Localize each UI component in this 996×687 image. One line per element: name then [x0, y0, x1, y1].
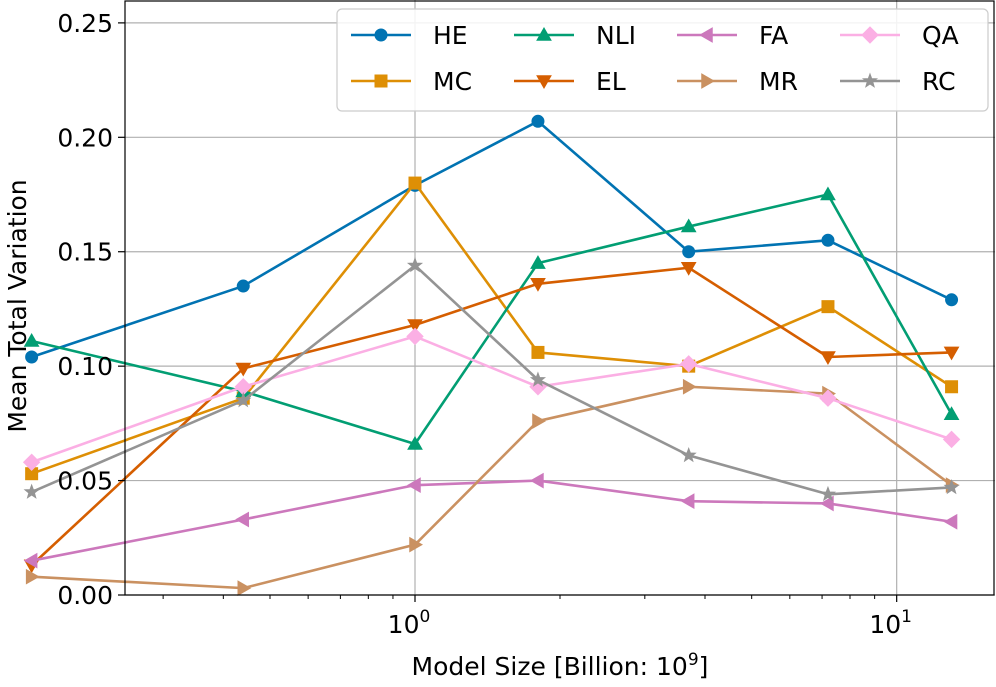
legend-marker-el: [536, 75, 552, 90]
legend-item-he: HE: [351, 21, 468, 50]
data-point-he: [236, 279, 250, 293]
y-tick-label: 0.00: [57, 581, 113, 610]
data-point-nli: [943, 406, 960, 420]
legend-marker-nli: [536, 26, 552, 41]
x-axis-label: Model Size [Billion: 109]: [412, 650, 709, 681]
data-point-el: [235, 362, 252, 377]
legend-item-el: EL: [514, 67, 626, 96]
data-point-mc: [821, 300, 835, 314]
series-layer: [22, 114, 961, 596]
legend-item-nli: NLI: [514, 21, 636, 50]
legend-marker-mc: [374, 74, 388, 88]
data-point-mr: [409, 536, 424, 553]
x-axis-label-exponent: 9: [688, 650, 699, 670]
data-point-qa: [942, 430, 961, 449]
legend-marker-qa: [861, 26, 879, 44]
data-point-nli: [23, 332, 40, 347]
data-point-he: [531, 114, 545, 128]
data-point-nli: [407, 435, 423, 450]
data-point-he: [945, 293, 959, 307]
data-point-rc: [680, 446, 697, 463]
data-point-fa: [406, 477, 421, 494]
x-axis-label-suffix: ]: [699, 652, 709, 681]
legend-marker-mr: [701, 73, 716, 89]
data-point-he: [821, 233, 835, 247]
series-rc: [23, 257, 960, 502]
legend-label-rc: RC: [922, 67, 956, 96]
data-point-fa: [819, 495, 834, 512]
data-point-mr: [532, 413, 546, 429]
data-point-fa: [943, 513, 958, 530]
legend-item-rc: RC: [840, 67, 956, 96]
data-point-mc: [531, 345, 545, 359]
legend-label-nli: NLI: [596, 21, 636, 50]
data-point-el: [943, 346, 960, 361]
y-axis-label: Mean Total Variation: [3, 179, 32, 432]
data-point-el: [820, 351, 836, 366]
data-point-fa: [235, 511, 250, 528]
legend-item-fa: FA: [677, 21, 788, 50]
series-he: [25, 114, 959, 364]
legend-item-mc: MC: [351, 67, 472, 96]
data-point-nli: [530, 255, 546, 269]
x-tick-label-exponent: 0: [419, 607, 430, 627]
data-point-he: [25, 350, 39, 364]
data-point-rc: [235, 392, 252, 408]
x-axis-label-main: Model Size [Billion: 10: [412, 652, 688, 681]
legend-item-qa: QA: [840, 21, 959, 50]
data-point-qa: [819, 389, 837, 407]
data-point-qa: [22, 453, 41, 471]
legend-marker-rc: [861, 72, 879, 88]
data-point-mc: [945, 380, 959, 394]
y-tick-label: 0.20: [57, 123, 113, 152]
data-point-el: [680, 262, 697, 276]
legend-marker-fa: [698, 27, 713, 43]
data-point-qa: [679, 355, 698, 373]
legend-label-qa: QA: [922, 21, 959, 50]
legend-item-mr: MR: [677, 67, 798, 96]
legend-label-fa: FA: [759, 21, 788, 50]
data-point-fa: [23, 552, 38, 569]
y-tick-label: 0.15: [57, 238, 113, 267]
data-point-nli: [680, 218, 697, 233]
data-point-rc: [406, 257, 424, 273]
data-point-rc: [529, 371, 547, 387]
data-point-rc: [819, 485, 837, 502]
legend: HE NLI FA QA MC EL MR RC: [336, 8, 989, 112]
legend-label-el: EL: [596, 67, 626, 96]
data-point-mr: [25, 568, 40, 585]
data-point-mc: [408, 176, 422, 190]
data-point-el: [407, 319, 423, 333]
data-point-el: [530, 278, 546, 292]
series-fa: [23, 472, 958, 569]
y-tick-label: 0.05: [57, 467, 113, 496]
data-point-fa: [529, 472, 544, 489]
legend-marker-he: [374, 28, 388, 42]
data-point-he: [682, 245, 696, 259]
legend-box: [336, 8, 989, 112]
data-point-rc: [943, 478, 960, 495]
y-tick-label: 0.25: [57, 9, 113, 38]
data-point-rc: [23, 483, 40, 499]
data-point-mr: [682, 378, 697, 395]
series-el: [23, 262, 960, 574]
data-point-nli: [820, 186, 836, 201]
data-point-qa: [406, 327, 424, 346]
y-tick-label: 0.10: [57, 352, 113, 381]
data-point-fa: [680, 493, 695, 510]
data-point-mr: [237, 580, 252, 596]
x-tick-label-exponent: 1: [901, 607, 912, 627]
plot-frame: [124, 0, 995, 596]
legend-label-mc: MC: [433, 67, 472, 96]
legend-label-he: HE: [433, 21, 468, 50]
series-qa: [22, 327, 961, 471]
legend-label-mr: MR: [759, 67, 798, 96]
